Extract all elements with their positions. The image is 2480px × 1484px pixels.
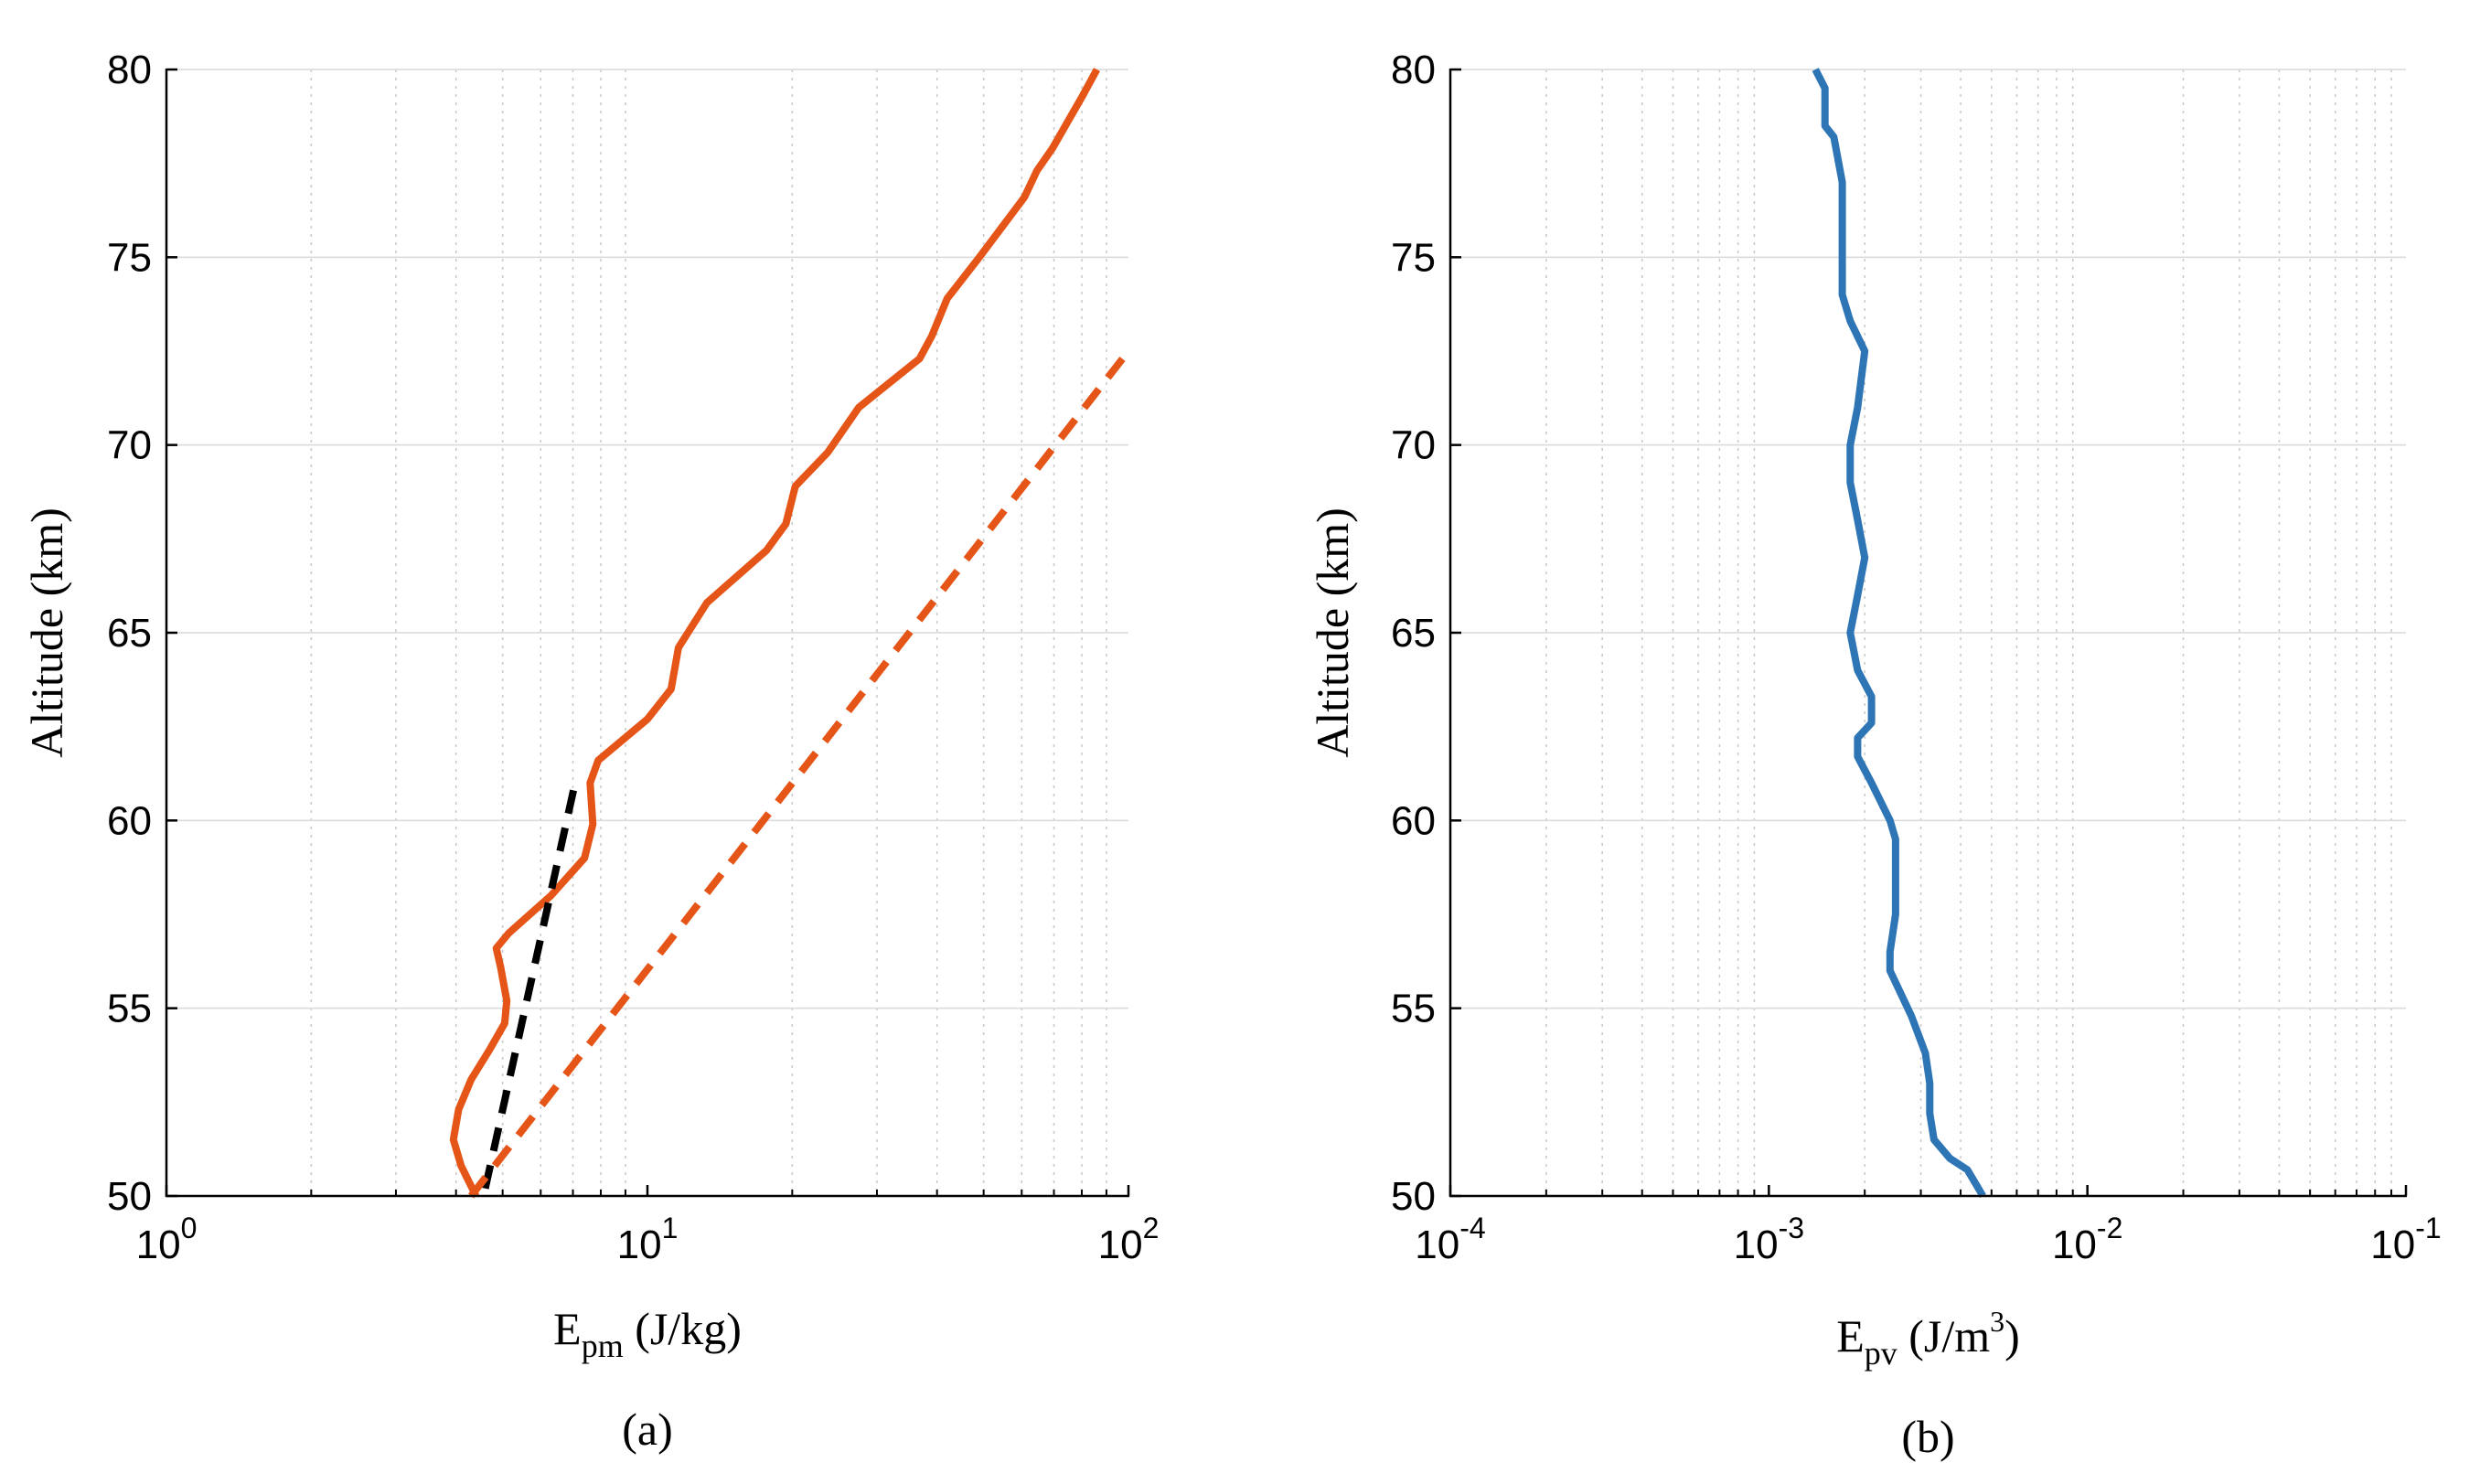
x-axis-label: Epv (J/m3) bbox=[1836, 1305, 2020, 1372]
y-tick-label: 80 bbox=[1391, 48, 1436, 92]
x-tick-label: 101 bbox=[617, 1212, 679, 1267]
x-tick-label: 10-1 bbox=[2370, 1212, 2441, 1267]
series-1-line bbox=[449, 68, 1101, 1198]
y-tick-label: 65 bbox=[1391, 611, 1436, 656]
y-tick-label: 60 bbox=[107, 798, 152, 843]
x-tick-label: 10-3 bbox=[1734, 1212, 1804, 1267]
y-axis-label: Altitude (km) bbox=[21, 507, 72, 758]
y-tick-label: 70 bbox=[1391, 423, 1436, 468]
y-tick-label: 60 bbox=[1391, 798, 1436, 843]
panel-label: (a) bbox=[622, 1404, 673, 1455]
y-tick-label: 65 bbox=[107, 611, 152, 656]
panel-label: (b) bbox=[1901, 1411, 1954, 1462]
y-tick-label: 55 bbox=[107, 987, 152, 1031]
y-tick-label: 70 bbox=[107, 423, 152, 468]
x-tick-label: 10-4 bbox=[1415, 1212, 1485, 1267]
series-3-line bbox=[468, 348, 1132, 1199]
y-tick-label: 50 bbox=[107, 1174, 152, 1219]
x-tick-label: 100 bbox=[136, 1212, 198, 1267]
grid bbox=[1450, 69, 2406, 1197]
panel-a: 50 55 60 65 70 75 80 100 101 102 Altitude (km) Epm … bbox=[21, 48, 1159, 1455]
y-axis-label: Altitude (km) bbox=[1307, 507, 1358, 758]
panel-b: 50 55 60 65 70 75 80 10-4 10-3 10-2 10-1 Altitude (… bbox=[1307, 48, 2442, 1462]
x-tick-label: 102 bbox=[1098, 1212, 1160, 1267]
y-tick-label: 75 bbox=[107, 235, 152, 280]
x-tick-label: 10-2 bbox=[2052, 1212, 2122, 1267]
y-tick-label: 80 bbox=[107, 48, 152, 92]
series-2-line bbox=[481, 778, 580, 1190]
x-axis-label: Epm (J/kg) bbox=[553, 1303, 742, 1364]
y-tick-label: 75 bbox=[1391, 235, 1436, 280]
y-tick-label: 50 bbox=[1391, 1174, 1436, 1219]
grid bbox=[166, 69, 1128, 1197]
y-tick-label: 55 bbox=[1391, 987, 1436, 1031]
series-1-line bbox=[1812, 68, 1986, 1199]
